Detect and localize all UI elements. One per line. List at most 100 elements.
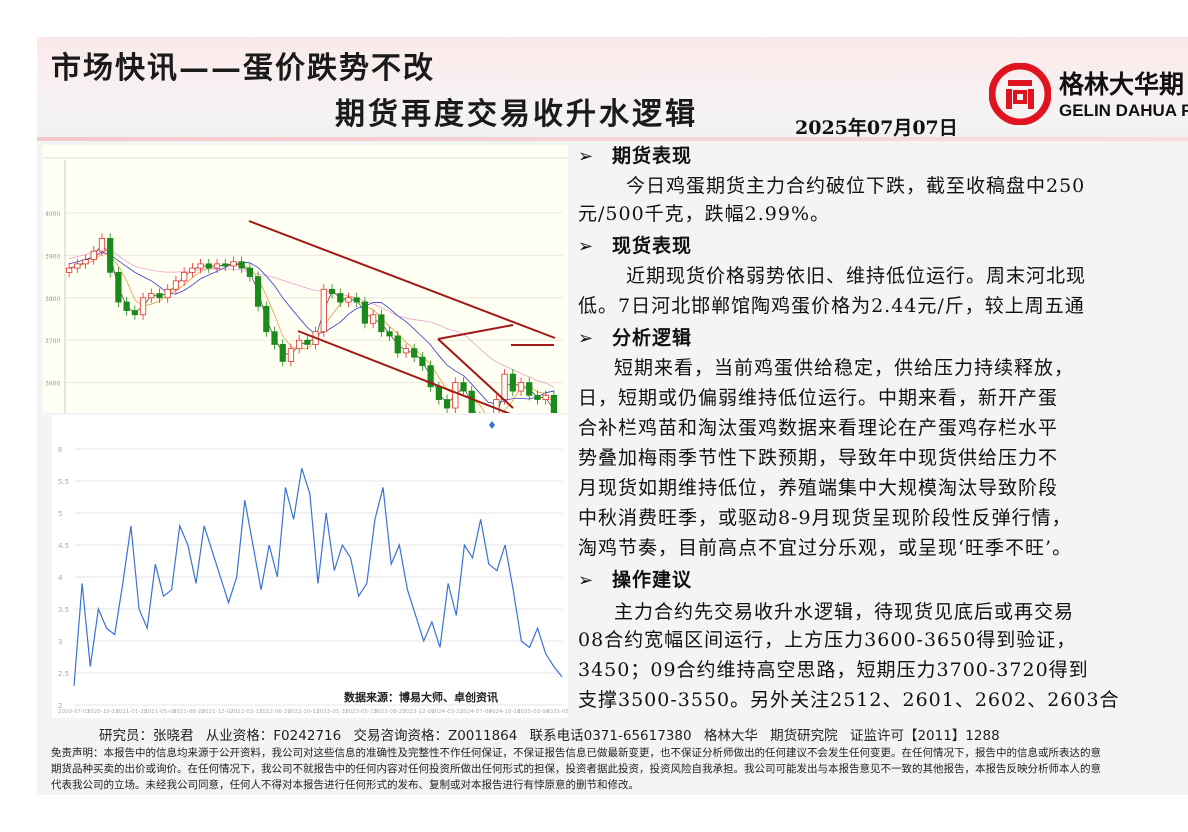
candle	[90, 250, 97, 261]
y-tick-label: 3700	[45, 338, 60, 345]
x-tick-label: 2023-12-09	[402, 709, 434, 715]
trend-line	[248, 220, 556, 339]
candle	[205, 263, 212, 269]
y-tick-label: 4000	[45, 211, 60, 218]
x-tick-label: 2022-10-11	[288, 709, 320, 715]
x-tick-label: 2024-10-16	[489, 709, 521, 715]
arrow-bullet-icon: ➢	[578, 236, 595, 257]
section-heading: ➢ 期货表现	[578, 141, 692, 168]
disclaimer-line: 期货品种买卖的出价或询价。在任何情况下，我公司不就报告中的任何内容对任何投资所做…	[51, 763, 1101, 775]
candle	[82, 259, 89, 265]
candle	[296, 339, 303, 350]
candle	[271, 331, 278, 345]
paragraph-line: 势叠加梅雨季节性下跌预期，导致年中现货供给压力不	[578, 447, 1059, 469]
logo-emblem-icon	[989, 63, 1051, 125]
trend-line	[437, 338, 514, 409]
candle	[468, 390, 475, 417]
candle	[65, 267, 73, 273]
y-tick-label: 4	[58, 574, 63, 582]
report-date: 2025年07月07日	[795, 117, 958, 139]
candle	[304, 339, 311, 345]
candle	[394, 335, 401, 354]
x-tick-label: 2024-07-04	[460, 709, 492, 715]
candle	[246, 267, 253, 278]
x-tick-label: 2023-01-31	[316, 709, 348, 715]
arrow-bullet-icon: ➢	[578, 570, 595, 591]
candle	[222, 263, 229, 267]
candle	[345, 297, 352, 303]
candle	[526, 382, 533, 396]
credits: 研究员：张晓君 从业资格：F0242716 交易咨询资格：Z0011864 联系…	[99, 728, 1000, 744]
paragraph-line: 08合约宽幅区间运行，上方压力3600-3650得到验证，	[578, 629, 1077, 651]
legend-marker-icon	[489, 421, 495, 429]
y-tick-label: 2.5	[58, 670, 69, 678]
candle	[378, 314, 385, 333]
paragraph-line: 月现货如期维持低位，养殖端集中大规模淘汰导致阶段	[578, 477, 1059, 499]
candle	[131, 310, 138, 316]
paragraph-line: 淘鸡节奏，目前高点不宜过分乐观，或呈现‘旺季不旺’。	[578, 537, 1073, 559]
candle	[517, 382, 525, 392]
futures-candlestick-chart: 400039003800370036003500	[43, 145, 568, 443]
arrow-bullet-icon: ➢	[578, 146, 595, 167]
analysis-text: ➢ 期货表现 今日鸡蛋期货主力合约破位下跌，截至收稿盘中250 元/500千克，跌幅2…	[578, 141, 1188, 721]
paragraph-line: 支撑3500-3550。另外关注2512、2601、2602、2603合	[578, 689, 1120, 711]
data-source: 数据来源：博易大师、卓创资讯	[344, 690, 498, 704]
candle	[353, 297, 360, 303]
candle	[279, 344, 286, 362]
paragraph-line: 3450；09合约维持高空思路，短期压力3700-3720得到	[578, 659, 1089, 681]
candle	[189, 267, 196, 273]
paragraph-line: 主力合约先交易收升水逻辑，待现货见底后或再交易	[614, 601, 1075, 623]
candle	[107, 238, 114, 273]
title-line1: 市场快讯——蛋价跌势不改	[51, 51, 435, 86]
x-tick-label: 2021-12-02	[202, 709, 234, 715]
candle	[156, 293, 163, 299]
candle	[181, 271, 188, 282]
candle	[493, 399, 500, 439]
candle	[164, 288, 171, 299]
candle	[452, 382, 459, 409]
y-tick-label: 4.5	[58, 542, 69, 550]
section-heading-text: 现货表现	[612, 235, 693, 257]
y-tick-label: 2	[58, 702, 62, 710]
company-logo: 格林大华期 GELIN DAHUA F	[989, 59, 1188, 125]
paragraph-line: 合补栏鸡苗和淘汰蛋鸡数据来看理论在产蛋鸡存栏水平	[578, 417, 1059, 439]
section-heading-text: 分析逻辑	[612, 327, 693, 349]
paragraph-line: 今日鸡蛋期货主力合约破位下跌，截至收稿盘中250	[626, 175, 1086, 197]
candle	[460, 382, 467, 392]
paragraph-line: 中秋消费旺季，或驱动8-9月现货呈现阶段性反弹行情，	[578, 507, 1072, 529]
candle	[509, 373, 516, 392]
x-tick-label: 2023-05-15	[345, 709, 377, 715]
x-tick-label: 2025-02-04	[517, 709, 549, 715]
candle	[534, 394, 541, 400]
header-divider	[37, 137, 1188, 141]
trend-line	[297, 330, 514, 416]
candle	[419, 356, 426, 367]
candle	[197, 263, 204, 269]
paragraph-line: 低。7日河北邯郸馆陶鸡蛋价格为2.44元/斤，较上周五通	[578, 295, 1085, 317]
x-tick-label: 2025-05-19	[546, 709, 568, 715]
paragraph-line: 日，短期或仍偏弱维持低位运行。中期来看，新开产蛋	[578, 387, 1059, 409]
section-heading: ➢ 操作建议	[578, 565, 692, 592]
candle	[411, 348, 418, 358]
y-tick-label: 3800	[45, 296, 60, 303]
price-line	[73, 468, 563, 686]
section-heading-text: 操作建议	[612, 569, 693, 591]
y-tick-label: 5.5	[58, 478, 69, 486]
candle	[402, 348, 410, 354]
y-tick-label: 5	[58, 510, 62, 518]
paragraph-line: 短期来看，当前鸡蛋供给稳定，供给压力持续释放，	[614, 357, 1075, 379]
y-tick-label: 3	[58, 638, 62, 646]
candle	[115, 271, 122, 303]
candle	[148, 293, 155, 299]
section-heading: ➢ 现货表现	[578, 231, 692, 258]
x-tick-label: 2020-10-13	[87, 709, 119, 715]
y-tick-label: 6	[58, 446, 63, 454]
x-tick-label: 2022-06-29	[259, 709, 291, 715]
candle	[386, 331, 393, 337]
candle	[328, 288, 336, 294]
candle	[550, 394, 558, 426]
logo-en-text: GELIN DAHUA F	[1059, 101, 1188, 120]
logo-cn-text: 格林大华期	[1059, 70, 1185, 99]
y-tick-label: 3600	[45, 381, 60, 388]
footer: 研究员：张晓君 从业资格：F0242716 交易咨询资格：Z0011864 联系…	[37, 722, 1188, 795]
